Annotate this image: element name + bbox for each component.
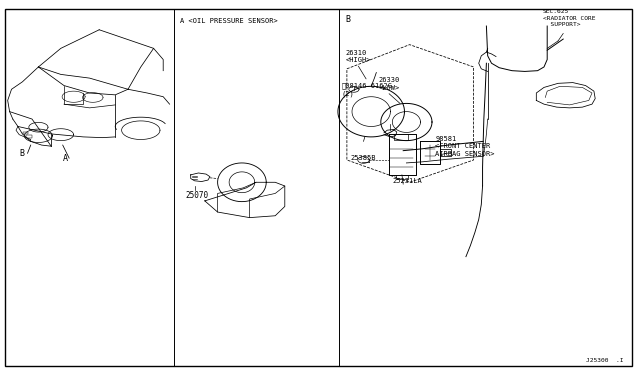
Text: 98581
<FRONT CENTER
AIRBAG SENSOR>: 98581 <FRONT CENTER AIRBAG SENSOR> <box>435 136 495 157</box>
Text: B: B <box>346 15 351 24</box>
Text: A <OIL PRESSURE SENSOR>: A <OIL PRESSURE SENSOR> <box>180 18 278 24</box>
Bar <box>23 132 28 134</box>
Text: 26310
<HIGH>: 26310 <HIGH> <box>346 50 371 63</box>
Text: 25385B: 25385B <box>350 155 376 161</box>
Text: A: A <box>63 154 68 163</box>
Text: 26330
<LOW>: 26330 <LOW> <box>379 77 400 91</box>
Text: 25070: 25070 <box>185 191 208 200</box>
Bar <box>26 135 32 138</box>
Text: Ⓑ08146-6162G
(2): Ⓑ08146-6162G (2) <box>342 82 393 97</box>
Text: 25231LA: 25231LA <box>393 178 422 184</box>
Text: J25300  .I: J25300 .I <box>586 358 624 363</box>
Text: SEC.625
<RADIATOR CORE
  SUPPORT>: SEC.625 <RADIATOR CORE SUPPORT> <box>543 9 595 27</box>
Text: B: B <box>19 149 24 158</box>
